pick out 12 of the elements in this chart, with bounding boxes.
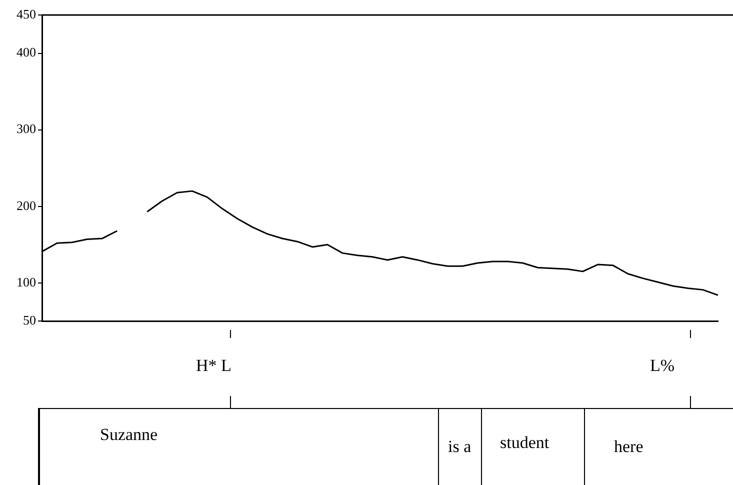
text: Suzanne [100,425,158,445]
y-tick-label: 50 [23,312,36,328]
y-tick-label: 100 [16,274,36,290]
text: here [614,437,644,457]
y-tick-label: 200 [16,198,36,213]
text: H* L [196,356,232,376]
y-tick-label: 450 [16,6,36,22]
y-tick-label: 300 [16,121,36,136]
y-tick-label: 400 [16,44,36,60]
text: student [500,433,550,453]
text: L% [650,356,675,376]
text: is a [448,437,472,457]
